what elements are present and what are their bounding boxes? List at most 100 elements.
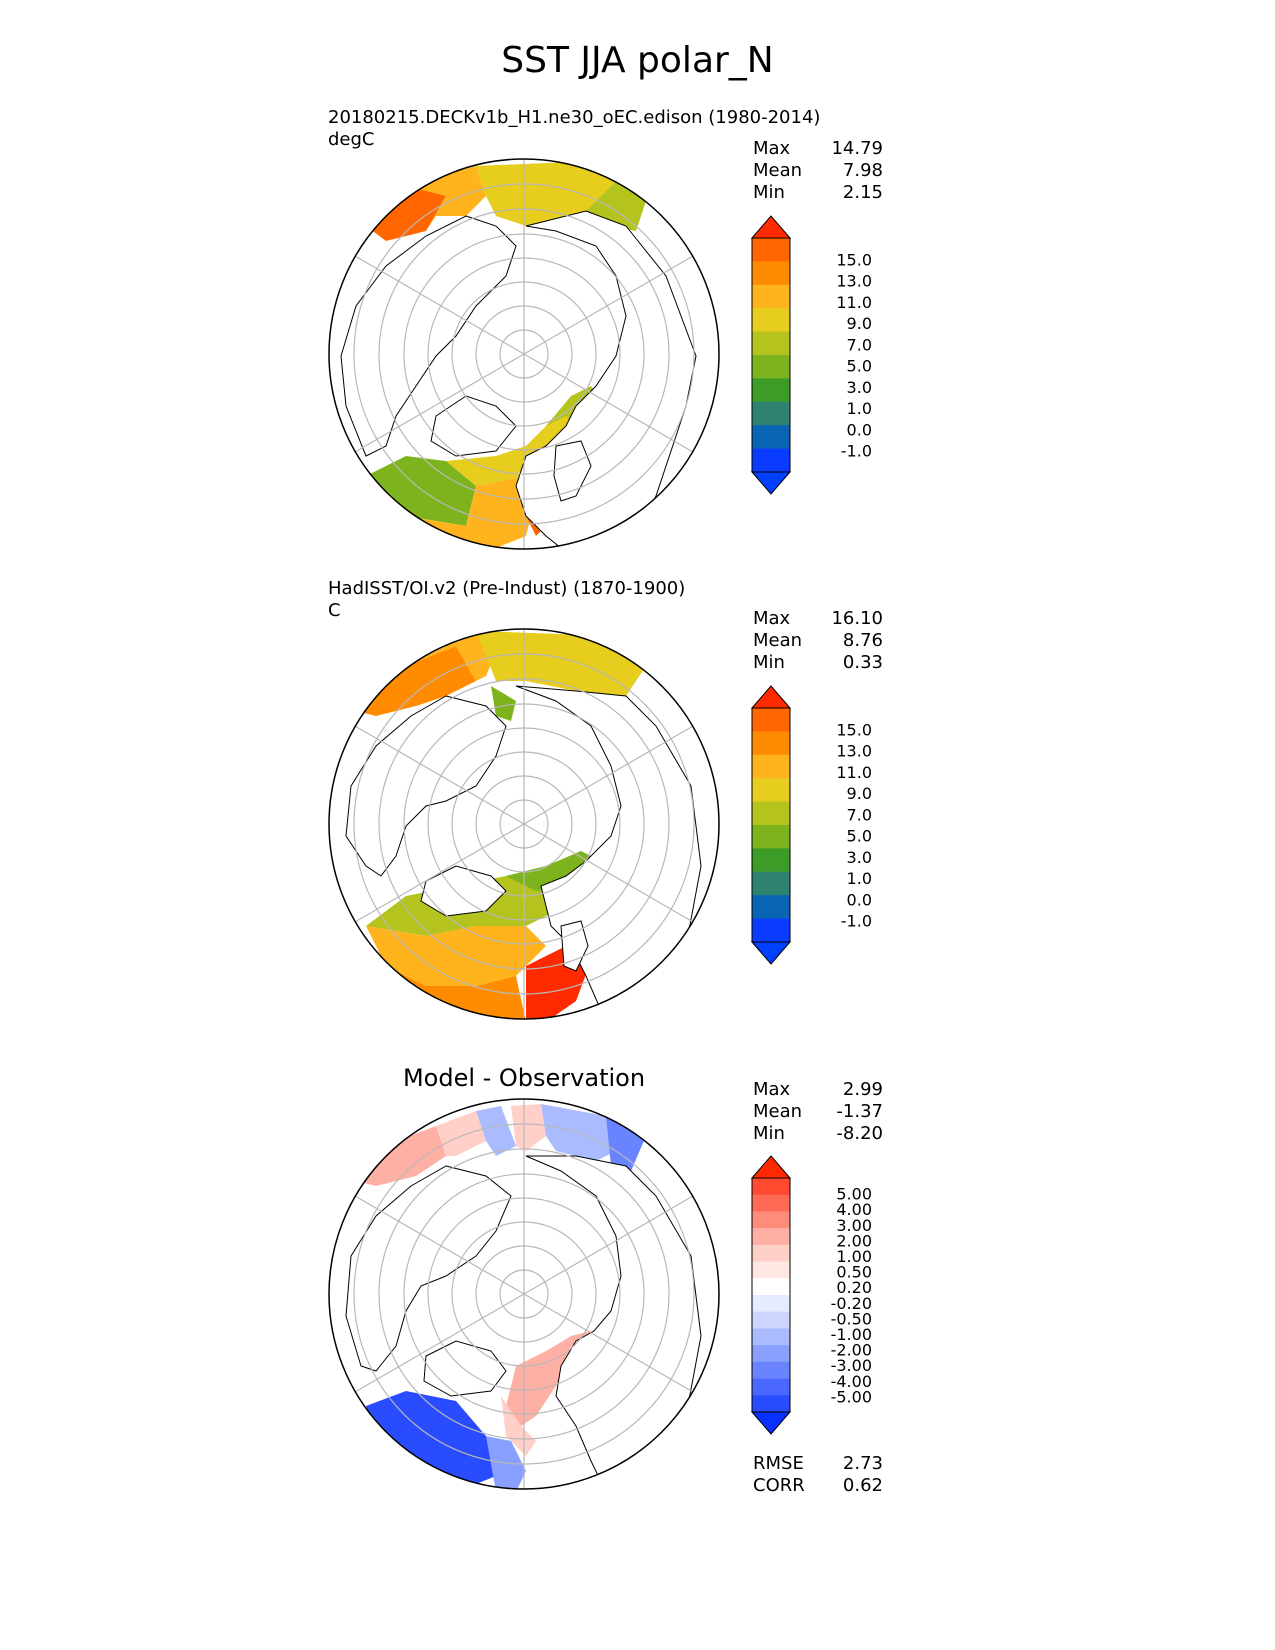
colorbar-segment [752, 1395, 790, 1413]
colorbar-extend-min [750, 941, 792, 965]
colorbar-segment [752, 918, 790, 943]
graticule [353, 1099, 695, 1489]
colorbar-tick-label: 11.0 [836, 293, 872, 312]
colorbar-segment [752, 261, 790, 286]
colorbar-tick-label: 5.0 [847, 357, 872, 376]
colorbar-tick-label: 15.0 [836, 250, 872, 269]
stat-mean: Mean 7.98 [753, 160, 883, 181]
colorbar-extend-max [750, 215, 792, 239]
colorbar-tick-label: 0.0 [847, 420, 872, 439]
colorbar-tick-label: -0.20 [831, 1294, 872, 1313]
colorbar-segment [752, 378, 790, 403]
colorbar-tick-label: 0.50 [836, 1263, 872, 1282]
stat-rmse: RMSE 2.73 [753, 1453, 883, 1474]
diff-polar-map [328, 1098, 720, 1490]
north-america-coast [345, 695, 507, 877]
stat-max: Max 16.10 [753, 608, 883, 629]
model-colorbar: 15.0 13.0 11.0 9.0 7.0 5.0 3.0 1.0 0.0 -1.0 [750, 215, 872, 495]
colorbar-segment [752, 1345, 790, 1363]
bering-sst-green [491, 686, 516, 721]
model-stats: Max 14.79 Mean 7.98 Min 2.15 [753, 138, 883, 204]
colorbar-extend-max [750, 1155, 792, 1179]
colorbar-tick-label: 13.0 [836, 272, 872, 291]
diff-panel-title: Model - Observation [402, 1064, 646, 1092]
colorbar-segment [752, 1178, 790, 1196]
north-america-coast [345, 1165, 512, 1372]
colorbar-segment [752, 1361, 790, 1380]
obs-panel-title: HadISST/OI.v2 (Pre-Indust) (1870-1900) [328, 578, 686, 599]
pacific-diff-neg-east [541, 1104, 626, 1161]
colorbar-segment [752, 331, 790, 356]
colorbar-frame [751, 1177, 791, 1413]
colorbar-segment [752, 1328, 790, 1346]
colorbar-segment [752, 1194, 790, 1212]
colorbar-tick-label: 3.0 [847, 848, 872, 867]
colorbar-segment [752, 1228, 790, 1246]
colorbar-tick-label: 3.00 [836, 1216, 872, 1235]
obs-polar-map [328, 628, 720, 1020]
scandinavia-coast [553, 440, 592, 502]
stat-max: Max 14.79 [753, 138, 883, 159]
colorbar-tick-label: -1.0 [841, 912, 872, 931]
obs-colorbar: 15.0 13.0 11.0 9.0 7.0 5.0 3.0 1.0 0.0 -1.0 [750, 685, 872, 965]
map-boundary [328, 158, 720, 550]
map-boundary [328, 1098, 720, 1490]
stat-min: Min -8.20 [753, 1123, 883, 1144]
stat-mean: Mean 8.76 [753, 630, 883, 651]
stat-min: Min 2.15 [753, 182, 883, 203]
atlantic-sst-orange [366, 926, 546, 986]
colorbar-segment [752, 708, 790, 732]
colorbar-segment [752, 848, 790, 873]
diff-colorbar: 5.004.003.002.001.000.500.20-0.20-0.50-1… [750, 1155, 872, 1435]
stat-max: Max 2.99 [753, 1079, 883, 1100]
atlantic-sst-green [366, 456, 476, 526]
colorbar-tick-label: 7.0 [847, 335, 872, 354]
greenland-coast [420, 865, 507, 917]
diff-stats: Max 2.99 Mean -1.37 Min -8.20 [753, 1079, 883, 1145]
greenland-coast [430, 395, 517, 457]
colorbar-segment [752, 355, 790, 379]
colorbar-segment [752, 731, 790, 756]
colorbar-segment [752, 425, 790, 450]
model-panel-units: degC [328, 129, 375, 150]
colorbar-tick-label: 5.00 [836, 1185, 872, 1204]
colorbar-segment [752, 1261, 790, 1279]
colorbar-tick-label: 1.00 [836, 1247, 872, 1266]
colorbar-segment [752, 895, 790, 920]
colorbar-segment [752, 1244, 790, 1263]
pacific-diff-mixed [511, 1104, 546, 1151]
colorbar-tick-label: 2.00 [836, 1231, 872, 1250]
colorbar-tick-label: -1.00 [831, 1325, 872, 1344]
colorbar-segment [752, 1278, 790, 1296]
colorbar-segment [752, 308, 790, 333]
figure-title: SST JJA polar_N [501, 40, 774, 81]
colorbar-tick-label: -5.00 [831, 1387, 872, 1406]
atlantic-diff-lightpos [501, 1396, 536, 1456]
colorbar-tick-label: 5.0 [847, 827, 872, 846]
map-boundary [328, 628, 720, 1020]
colorbar-segment [752, 1311, 790, 1329]
colorbar-extend-min [750, 1411, 792, 1435]
colorbar-segment [752, 778, 790, 803]
colorbar-tick-label: 15.0 [836, 720, 872, 739]
pacific-sst-yellow [476, 631, 646, 696]
colorbar-tick-label: -4.00 [831, 1372, 872, 1391]
colorbar-tick-label: 1.0 [847, 399, 872, 418]
obs-panel-units: C [328, 600, 341, 621]
colorbar-tick-label: 3.0 [847, 378, 872, 397]
eurasia-coast [525, 1155, 702, 1489]
colorbar-segment [752, 825, 790, 849]
model-panel-title: 20180215.DECKv1b_H1.ne30_oEC.edison (198… [328, 107, 821, 128]
stat-corr: CORR 0.62 [753, 1475, 883, 1496]
colorbar-tick-label: 0.0 [847, 890, 872, 909]
stat-min: Min 0.33 [753, 652, 883, 673]
colorbar-tick-label: 11.0 [836, 763, 872, 782]
pacific-diff-neg [476, 1106, 516, 1156]
colorbar-extend-min [750, 471, 792, 495]
stat-mean: Mean -1.37 [753, 1101, 883, 1122]
colorbar-tick-label: 9.0 [847, 784, 872, 803]
colorbar-tick-label: -3.00 [831, 1356, 872, 1375]
graticule [353, 159, 695, 549]
scandinavia-coast [560, 920, 589, 972]
colorbar-segment [752, 1211, 790, 1229]
